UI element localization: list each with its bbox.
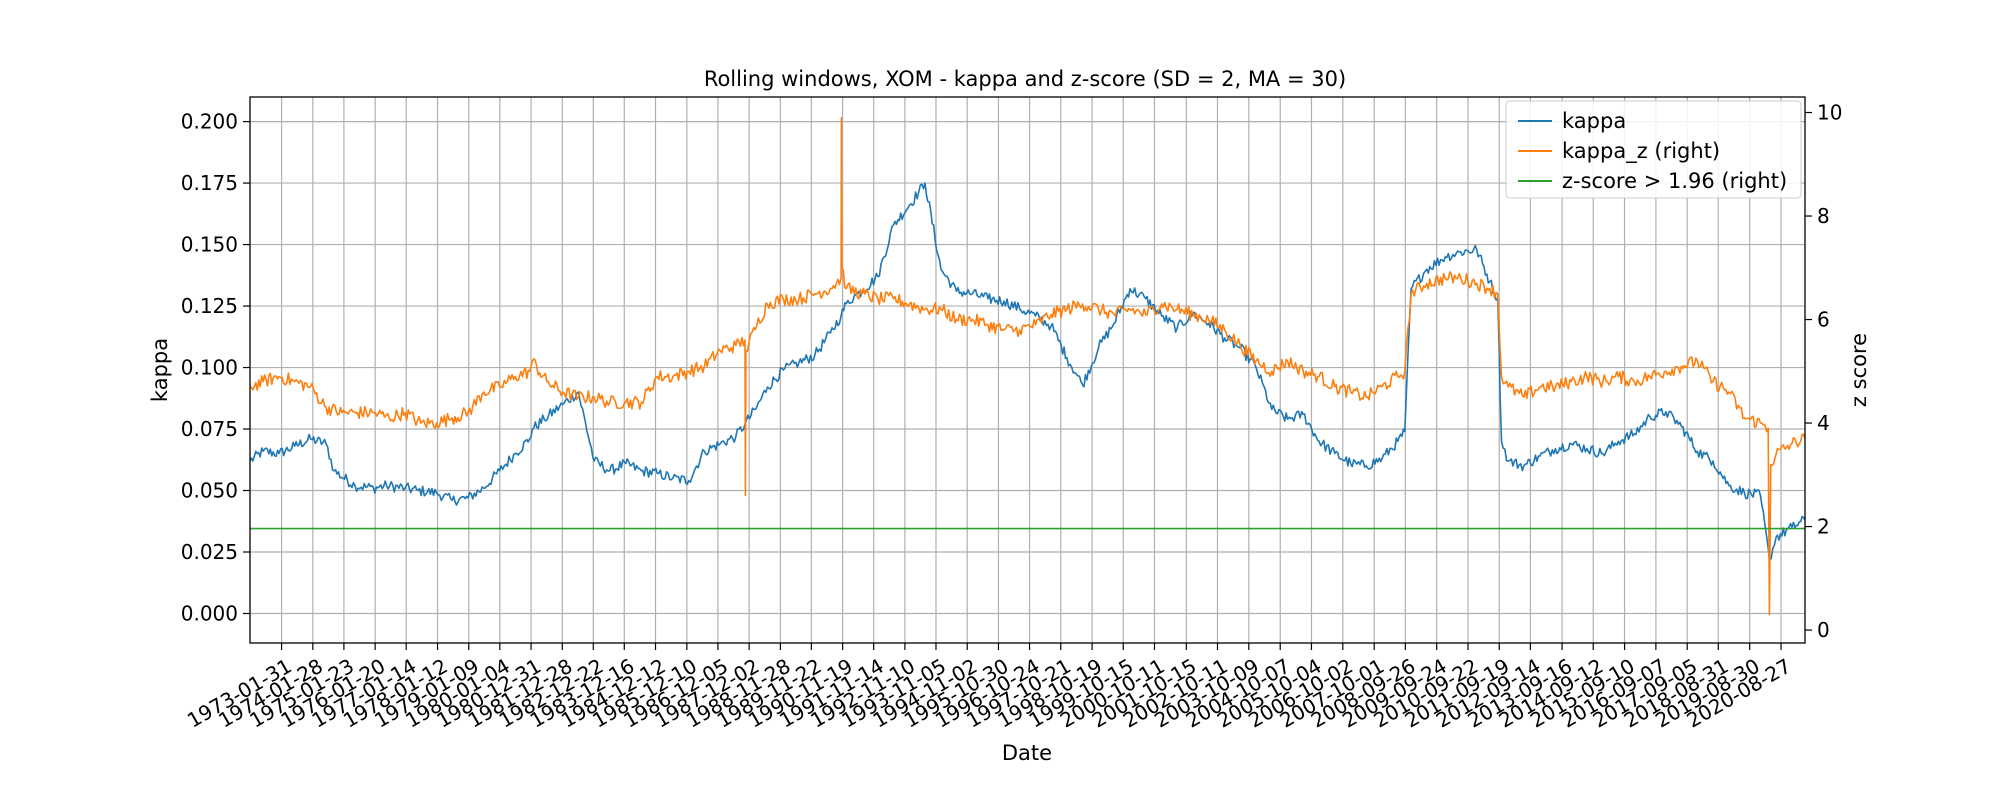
legend-label: kappa bbox=[1562, 109, 1626, 133]
x-axis: 1973-01-311974-01-281975-01-231976-01-20… bbox=[183, 643, 1795, 733]
legend-box bbox=[1505, 100, 1802, 199]
y-tick-label: 0.025 bbox=[181, 540, 238, 564]
y-right-tick-label: 0 bbox=[1817, 618, 1830, 642]
y-right-tick-label: 8 bbox=[1817, 204, 1830, 228]
legend-label: z-score > 1.96 (right) bbox=[1562, 169, 1787, 193]
legend-label: kappa_z (right) bbox=[1562, 139, 1720, 164]
y-tick-label: 0.125 bbox=[181, 294, 238, 318]
chart-title: Rolling windows, XOM - kappa and z-score… bbox=[704, 67, 1346, 91]
legend: kappa kappa_z (right) z-score > 1.96 (righ… bbox=[1505, 100, 1802, 199]
right-axis-title: z score bbox=[1847, 333, 1871, 407]
x-axis-title: Date bbox=[1002, 741, 1052, 765]
series-layer bbox=[249, 116, 1806, 616]
y-tick-label: 0.050 bbox=[181, 479, 238, 503]
series-line-1 bbox=[249, 182, 1806, 561]
right-axis: 0 2 4 6 8 10 bbox=[1805, 101, 1842, 642]
left-axis-title: kappa bbox=[148, 338, 172, 402]
y-right-tick-label: 10 bbox=[1817, 101, 1842, 125]
y-right-tick-label: 2 bbox=[1817, 515, 1830, 539]
grid bbox=[250, 97, 1805, 643]
y-tick-label: 0.200 bbox=[181, 110, 238, 134]
y-right-tick-label: 6 bbox=[1817, 308, 1830, 332]
plot-frame bbox=[249, 96, 1806, 644]
left-axis: 0.000 0.025 0.050 0.075 0.100 0.125 0.150 0.175… bbox=[181, 110, 250, 625]
y-tick-label: 0.000 bbox=[181, 601, 238, 625]
y-tick-label: 0.150 bbox=[181, 233, 238, 257]
y-tick-label: 0.075 bbox=[181, 417, 238, 441]
y-right-tick-label: 4 bbox=[1817, 411, 1830, 435]
y-tick-label: 0.100 bbox=[181, 356, 238, 380]
y-tick-label: 0.175 bbox=[181, 171, 238, 195]
series-line-2 bbox=[249, 116, 1806, 616]
